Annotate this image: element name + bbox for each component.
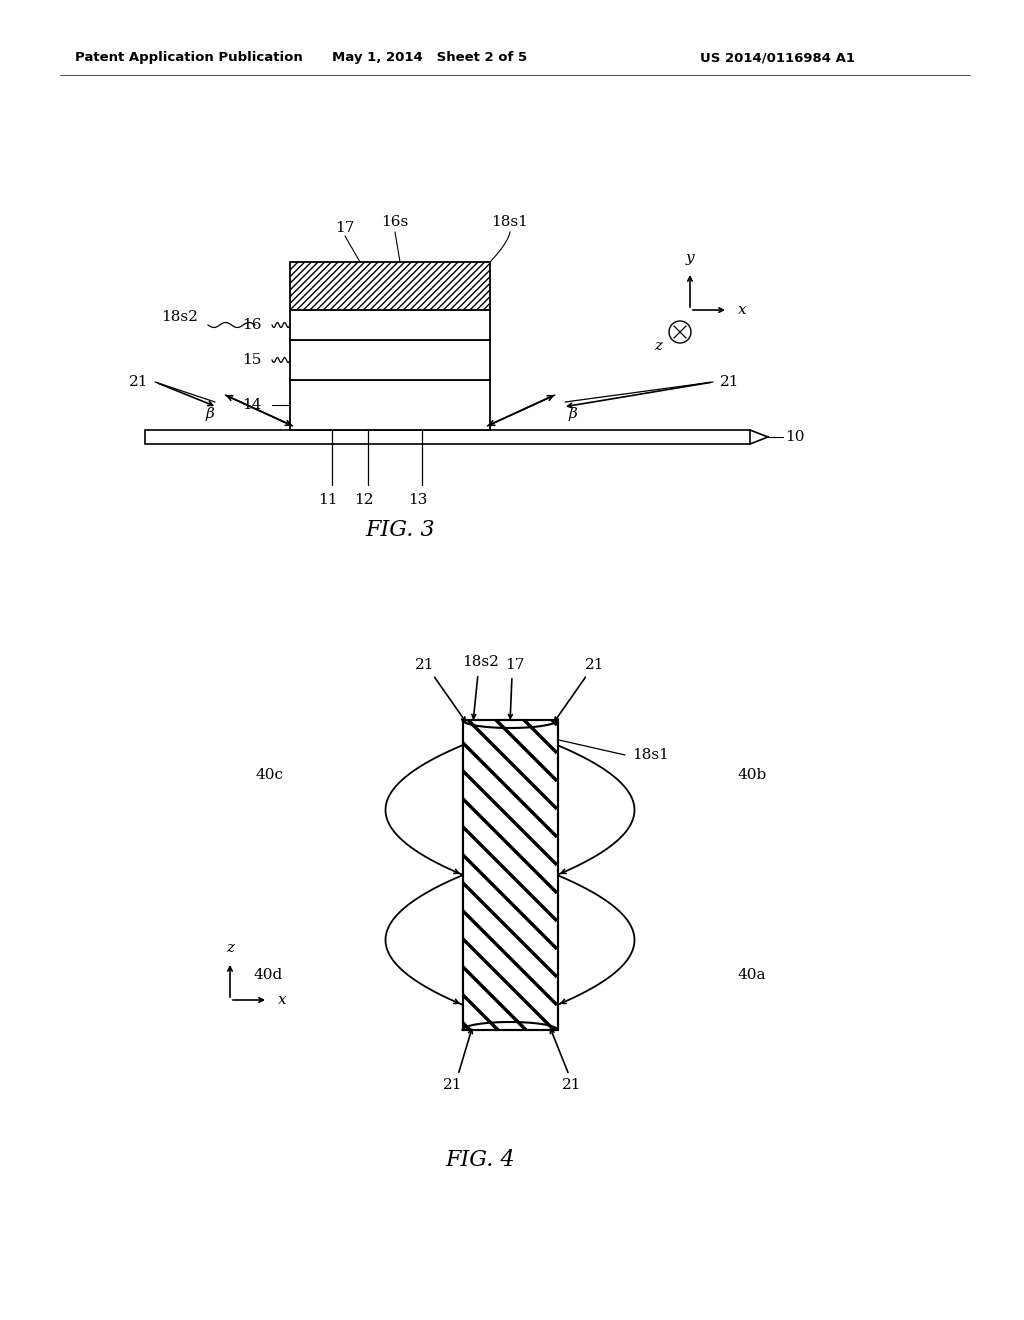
Text: 21: 21 [416,657,435,672]
Text: 15: 15 [243,352,262,367]
Text: 14: 14 [243,399,262,412]
Text: May 1, 2014   Sheet 2 of 5: May 1, 2014 Sheet 2 of 5 [333,51,527,65]
Text: 11: 11 [318,492,338,507]
Text: x: x [278,993,287,1007]
Text: FIG. 3: FIG. 3 [366,519,435,541]
Text: 18s2: 18s2 [161,310,198,323]
Text: y: y [686,251,694,265]
Text: 10: 10 [785,430,805,444]
Text: 40c: 40c [255,768,283,781]
Text: US 2014/0116984 A1: US 2014/0116984 A1 [700,51,855,65]
Bar [463,719,558,1030]
Text: 13: 13 [409,492,428,507]
Text: x: x [737,304,746,317]
Bar [290,310,490,341]
Text: 16: 16 [243,318,262,333]
Text: 21: 21 [443,1078,463,1092]
Text: 12: 12 [354,492,374,507]
Text: 18s1: 18s1 [492,215,528,228]
Text: 17: 17 [505,657,524,672]
Text: 16s: 16s [381,215,409,228]
Text: β: β [206,407,214,421]
Text: z: z [654,339,662,352]
Text: 21: 21 [720,375,739,389]
Bar [463,719,558,1030]
Text: 40a: 40a [737,968,766,982]
Text: 21: 21 [562,1078,582,1092]
Text: Patent Application Publication: Patent Application Publication [75,51,303,65]
Text: 40b: 40b [737,768,766,781]
Text: z: z [226,941,234,954]
Text: FIG. 4: FIG. 4 [445,1148,515,1171]
Text: 40d: 40d [254,968,283,982]
Text: 21: 21 [586,657,605,672]
Bar [290,341,490,380]
Text: 18s1: 18s1 [632,748,669,762]
Bar [290,380,490,430]
Text: 21: 21 [128,375,148,389]
Bar [145,430,750,444]
Bar [290,261,490,310]
Text: β: β [568,407,578,421]
Text: 18s2: 18s2 [463,655,500,669]
Text: 17: 17 [335,220,354,235]
